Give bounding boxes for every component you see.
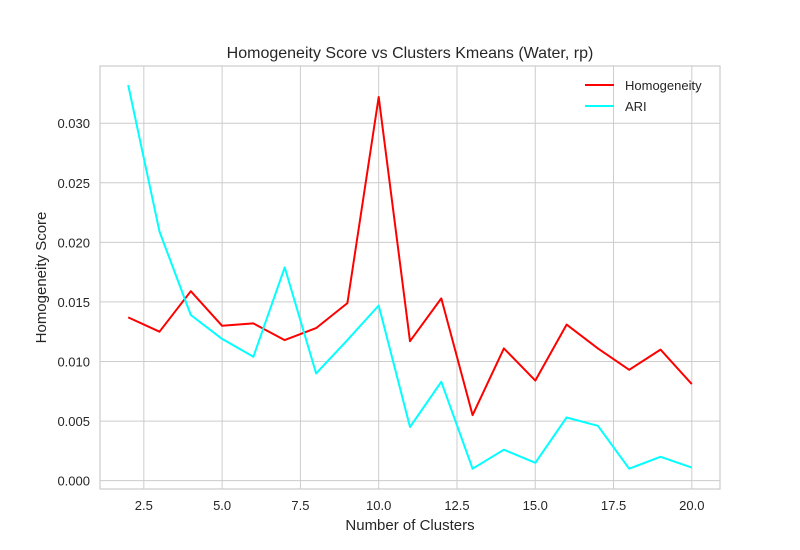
x-axis-label: Number of Clusters — [345, 517, 474, 534]
series-line-homogeneity — [127, 96, 693, 417]
y-axis-label: Homogeneity Score — [33, 212, 50, 344]
x-tick-label: 12.5 — [444, 498, 469, 513]
y-tick-label: 0.030 — [57, 116, 90, 131]
x-tick-labels: 2.5 5.0 7.5 10.0 12.5 15.0 17.5 20.0 — [135, 498, 705, 513]
x-tick-label: 20.0 — [679, 498, 704, 513]
x-tick-label: 15.0 — [523, 498, 548, 513]
legend-label-ari: ARI — [625, 99, 647, 114]
x-tick-label: 10.0 — [366, 498, 391, 513]
y-tick-label: 0.000 — [57, 474, 90, 489]
y-tick-label: 0.025 — [57, 176, 90, 191]
x-tick-label: 2.5 — [135, 498, 153, 513]
y-tick-label: 0.015 — [57, 295, 90, 310]
x-tick-label: 7.5 — [291, 498, 309, 513]
x-tick-label: 5.0 — [213, 498, 231, 513]
y-tick-labels: 0.000 0.005 0.010 0.015 0.020 0.025 0.030 — [57, 116, 90, 488]
series-layer — [127, 84, 693, 470]
x-tick-label: 17.5 — [601, 498, 626, 513]
legend: Homogeneity ARI — [585, 78, 702, 114]
y-tick-label: 0.010 — [57, 355, 90, 370]
series-line-ari — [127, 84, 693, 470]
y-tick-label: 0.020 — [57, 235, 90, 250]
y-tick-label: 0.005 — [57, 414, 90, 429]
plot-frame — [99, 65, 721, 490]
legend-label-homogeneity: Homogeneity — [625, 78, 702, 93]
chart-title: Homogeneity Score vs Clusters Kmeans (Wa… — [227, 45, 594, 62]
